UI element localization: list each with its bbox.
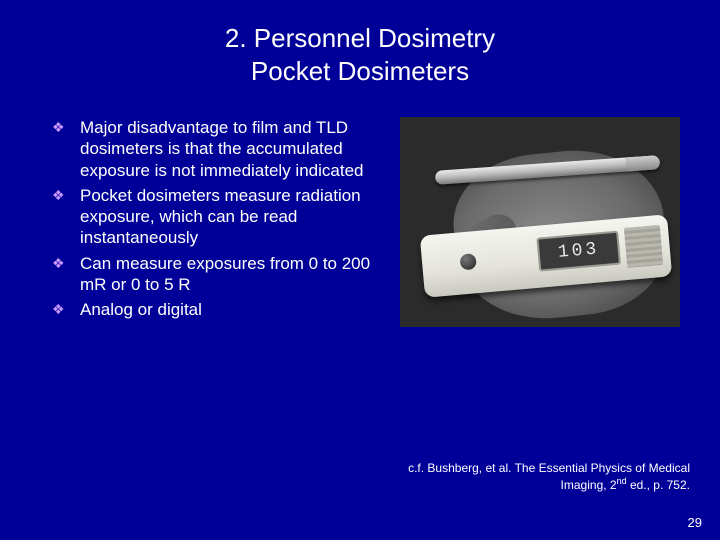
citation-superscript: nd — [617, 476, 627, 486]
bullet-text: Can measure exposures from 0 to 200 mR o… — [80, 254, 370, 294]
list-item: ❖ Major disadvantage to film and TLD dos… — [52, 117, 382, 181]
bullet-text: Major disadvantage to film and TLD dosim… — [80, 118, 363, 180]
bullet-diamond-icon: ❖ — [52, 187, 65, 205]
pen-cap — [625, 155, 660, 171]
citation-line-1: c.f. Bushberg, et al. The Essential Phys… — [408, 461, 690, 475]
bullet-text: Analog or digital — [80, 300, 202, 319]
bullet-diamond-icon: ❖ — [52, 119, 65, 137]
citation-line-2a: Imaging, 2 — [561, 478, 617, 492]
citation-text: c.f. Bushberg, et al. The Essential Phys… — [408, 461, 690, 494]
list-item: ❖ Pocket dosimeters measure radiation ex… — [52, 185, 382, 249]
page-number: 29 — [688, 515, 702, 530]
title-line-1: 2. Personnel Dosimetry — [225, 23, 495, 53]
dosimeter-photo: 103 — [400, 117, 680, 327]
citation-line-2b: ed., p. 752. — [627, 478, 690, 492]
list-item: ❖ Analog or digital — [52, 299, 382, 320]
device-button-icon — [460, 253, 477, 270]
title-line-2: Pocket Dosimeters — [251, 56, 469, 86]
lcd-readout: 103 — [536, 231, 621, 272]
slide-title: 2. Personnel Dosimetry Pocket Dosimeters — [0, 0, 720, 87]
bullet-text: Pocket dosimeters measure radiation expo… — [80, 186, 361, 248]
content-row: ❖ Major disadvantage to film and TLD dos… — [0, 87, 720, 327]
bullet-list: ❖ Major disadvantage to film and TLD dos… — [52, 117, 382, 327]
bullet-diamond-icon: ❖ — [52, 255, 65, 273]
bullet-diamond-icon: ❖ — [52, 301, 65, 319]
list-item: ❖ Can measure exposures from 0 to 200 mR… — [52, 253, 382, 296]
device-label-plate — [624, 225, 663, 268]
